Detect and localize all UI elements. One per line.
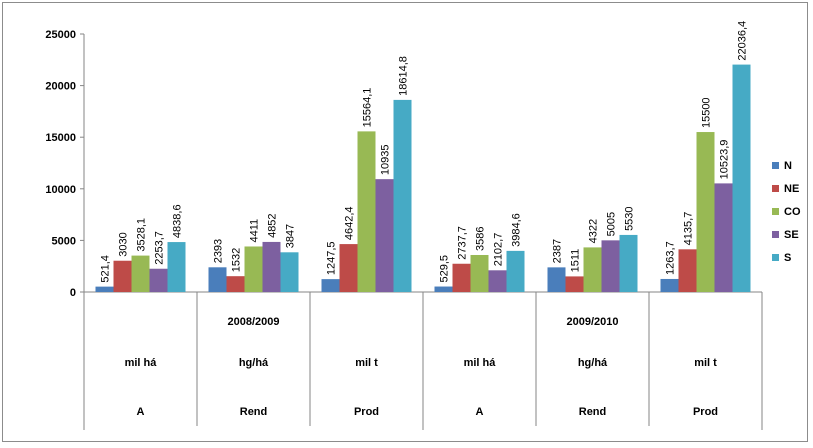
data-label: 1511	[570, 249, 582, 273]
data-label: 4838,6	[172, 204, 184, 238]
x-period-label: 2009/2010	[567, 316, 619, 328]
y-tick-label: 25000	[45, 29, 76, 41]
data-label: 2387	[552, 239, 564, 263]
x-unit-label: mil t	[694, 357, 717, 369]
data-label: 529,5	[439, 255, 451, 283]
y-tick-label: 10000	[45, 184, 76, 196]
data-label: 1532	[231, 248, 243, 272]
y-tick-label: 0	[70, 287, 76, 299]
x-unit-label: mil há	[464, 357, 497, 369]
bar-ne	[452, 263, 471, 292]
legend-label: SE	[784, 229, 799, 241]
data-label: 15564,1	[362, 88, 374, 128]
bar-co	[357, 131, 376, 292]
data-label: 2737,7	[457, 226, 469, 260]
data-label: 2393	[213, 239, 225, 263]
data-label: 2253,7	[154, 231, 166, 265]
data-label: 3847	[285, 224, 297, 248]
bar-ne	[339, 244, 358, 292]
bar-s	[280, 252, 299, 292]
bar-ne	[565, 276, 584, 292]
data-label: 1247,5	[326, 241, 338, 275]
data-label: 3030	[118, 232, 130, 256]
bar-n	[95, 286, 114, 292]
legend-swatch-n	[772, 162, 779, 169]
bar-co	[131, 255, 150, 292]
bar-ne	[226, 276, 245, 292]
bar-ne	[678, 249, 697, 292]
bar-n	[434, 286, 453, 292]
bar-co	[696, 132, 715, 292]
x-variable-label: A	[476, 406, 484, 418]
legend-label: NE	[784, 183, 799, 195]
bar-n	[208, 267, 227, 292]
legend-label: S	[784, 252, 791, 264]
data-label: 5005	[606, 212, 618, 236]
x-variable-label: Prod	[354, 406, 379, 418]
data-label: 15500	[701, 97, 713, 128]
data-label: 2102,7	[493, 233, 505, 267]
bar-se	[714, 183, 733, 292]
data-label: 4852	[267, 213, 279, 237]
legend-swatch-co	[772, 208, 779, 215]
x-period-label: 2008/2009	[228, 316, 280, 328]
data-label: 1263,7	[665, 241, 677, 275]
y-tick-label: 5000	[52, 235, 76, 247]
data-label: 3528,1	[136, 218, 148, 252]
data-label: 3984,6	[511, 213, 523, 247]
legend-label: N	[784, 160, 792, 172]
bar-ne	[113, 260, 132, 292]
legend-label: CO	[784, 206, 801, 218]
bar-co	[583, 247, 602, 292]
x-unit-label: hg/há	[578, 357, 608, 369]
data-label: 4322	[588, 219, 600, 243]
chart-frame	[2, 2, 808, 442]
x-variable-label: Rend	[579, 406, 607, 418]
bar-s	[167, 242, 186, 292]
x-variable-label: Prod	[693, 406, 718, 418]
bar-s	[393, 99, 412, 292]
bar-se	[375, 179, 394, 292]
bar-s	[619, 234, 638, 292]
data-label: 4411	[249, 219, 261, 243]
bar-n	[547, 267, 566, 292]
bar-n	[660, 278, 679, 292]
y-tick-label: 15000	[45, 132, 76, 144]
x-unit-label: hg/há	[239, 357, 269, 369]
data-label: 521,4	[100, 255, 112, 283]
y-tick-label: 20000	[45, 81, 76, 93]
bar-s	[732, 64, 751, 292]
bar-se	[488, 270, 507, 292]
data-label: 18614,8	[398, 56, 410, 96]
legend-swatch-s	[772, 254, 779, 261]
data-label: 3586	[475, 227, 487, 251]
bar-co	[244, 246, 263, 292]
bar-co	[470, 254, 489, 292]
x-variable-label: A	[137, 406, 145, 418]
bar-n	[321, 279, 340, 292]
legend-swatch-se	[772, 231, 779, 238]
data-label: 4135,7	[683, 212, 695, 246]
x-variable-label: Rend	[240, 406, 268, 418]
data-label: 10523,9	[719, 140, 731, 180]
x-unit-label: mil há	[125, 357, 158, 369]
data-label: 22036,4	[737, 21, 749, 61]
x-unit-label: mil t	[355, 357, 378, 369]
data-label: 10935	[380, 145, 392, 176]
bar-se	[262, 241, 281, 292]
data-label: 5530	[624, 206, 636, 230]
bar-se	[601, 240, 620, 292]
data-label: 4642,4	[344, 206, 356, 240]
bar-se	[149, 268, 168, 292]
legend-swatch-ne	[772, 185, 779, 192]
bar-s	[506, 250, 525, 292]
